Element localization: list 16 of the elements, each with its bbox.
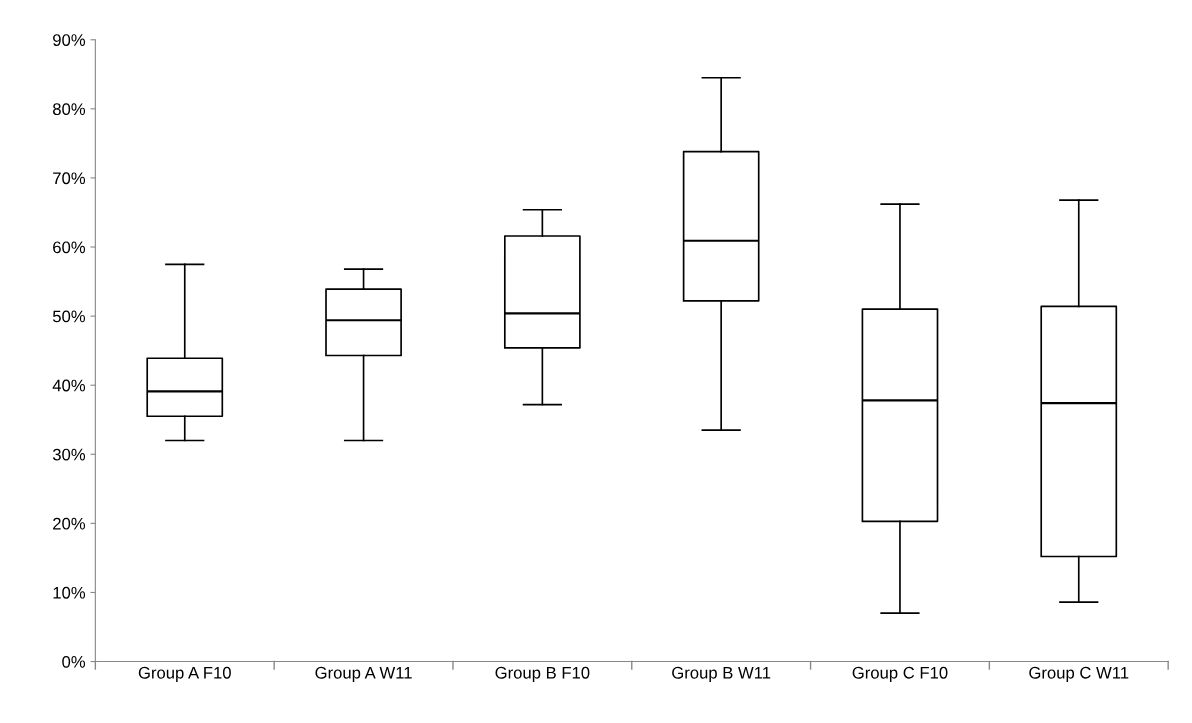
y-tick-label: 20% bbox=[53, 517, 86, 530]
x-tick-label: Group B W11 bbox=[672, 666, 771, 682]
x-tick-label: Group A W11 bbox=[315, 666, 412, 682]
x-tick-label: Group C W11 bbox=[1029, 666, 1129, 682]
y-tick-label: 50% bbox=[52, 310, 86, 323]
y-tick-label: 10% bbox=[53, 586, 86, 599]
y-tick-label: 60% bbox=[53, 241, 86, 254]
x-tick-label: Group B F10 bbox=[495, 666, 590, 682]
x-tick-label: Group A F10 bbox=[138, 666, 231, 682]
x-tick-label: Group C F10 bbox=[852, 666, 948, 682]
y-tick-label: 30% bbox=[52, 448, 86, 461]
y-tick-label: 40% bbox=[52, 379, 86, 392]
y-tick-label: 90% bbox=[53, 34, 86, 46]
y-tick-label: 80% bbox=[53, 103, 86, 116]
y-tick-label: 70% bbox=[53, 172, 86, 185]
y-tick-label: 0% bbox=[62, 655, 86, 668]
